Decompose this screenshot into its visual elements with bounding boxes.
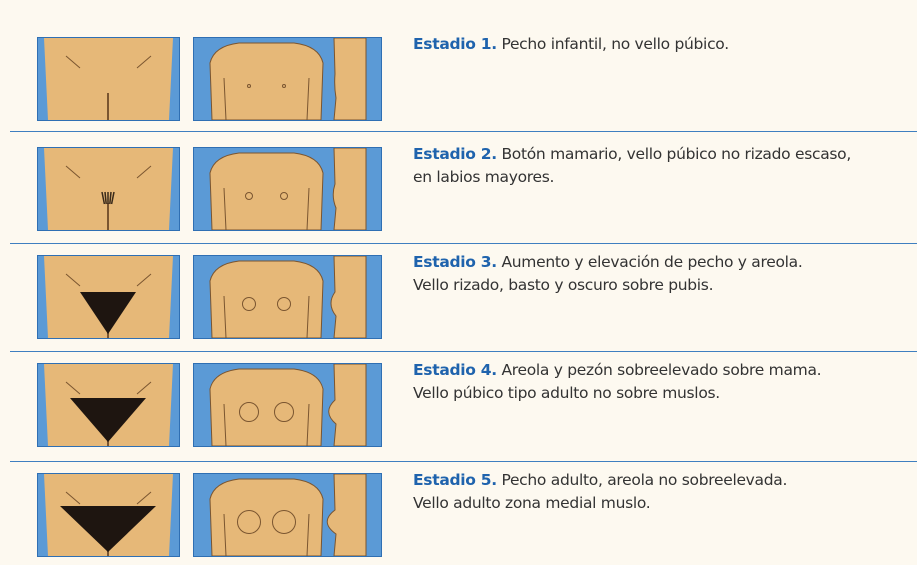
stage-label: Estadio 1. [413,35,497,53]
hair [60,506,156,552]
breast-drawing [194,37,381,121]
stage-description: en labios mayores. [413,168,555,186]
hair [70,398,146,442]
stage-description: Pecho infantil, no vello púbico. [501,35,729,53]
text-line: Estadio 4. Areola y pezón sobreelevado s… [413,359,822,382]
hair-strand [109,191,112,205]
stage-text: Estadio 1. Pecho infantil, no vello púbi… [413,33,729,56]
stage-description: Aumento y elevación de pecho y areola. [501,253,803,271]
nipple [242,297,256,311]
nipple [245,192,253,200]
torso [209,152,324,231]
skin [44,148,173,230]
pubic-drawing [38,148,179,230]
hair-strand [110,191,115,205]
stage-text: Estadio 2. Botón mamario, vello púbico n… [413,143,851,189]
nipple [272,510,296,534]
text-line: Estadio 3. Aumento y elevación de pecho … [413,251,803,274]
stage-description: Vello rizado, basto y oscuro sobre pubis… [413,276,714,294]
stage-text: Estadio 3. Aumento y elevación de pecho … [413,251,803,297]
text-line: en labios mayores. [413,166,851,189]
pubic-drawing [38,474,179,556]
profile [330,255,367,339]
groin-line [65,165,152,179]
breast-drawing [194,255,381,339]
stage-label: Estadio 5. [413,471,497,489]
stage-label: Estadio 4. [413,361,497,379]
nipple [282,84,286,88]
text-line: Estadio 5. Pecho adulto, areola no sobre… [413,469,787,492]
breast-illustration [193,363,382,447]
nipple [280,192,288,200]
pubic-drawing [38,256,179,338]
arms [223,295,310,339]
stage-description: Vello adulto zona medial muslo. [413,494,651,512]
pubic-illustration [37,37,180,121]
groin-line [65,491,152,505]
breast-illustration [193,147,382,231]
text-line: Estadio 2. Botón mamario, vello púbico n… [413,143,851,166]
stage-description: Botón mamario, vello púbico no rizado es… [501,145,851,163]
stage-description: Vello púbico tipo adulto no sobre muslos… [413,384,720,402]
torso [209,260,324,339]
separator [10,351,917,352]
stage-description: Areola y pezón sobreelevado sobre mama. [501,361,822,379]
pubic-illustration [37,147,180,231]
torso [209,368,324,447]
text-line: Vello púbico tipo adulto no sobre muslos… [413,382,821,405]
separator [10,461,917,462]
nipple [247,84,251,88]
arms [223,513,310,557]
breast-illustration [193,473,382,557]
stage-label: Estadio 2. [413,145,497,163]
stage-label: Estadio 3. [413,253,497,271]
pubic-drawing [38,38,179,120]
breast-illustration [193,37,382,121]
breast-drawing [194,147,381,231]
text-line: Vello adulto zona medial muslo. [413,492,787,515]
hair-strand [101,191,106,205]
pubic-illustration [37,255,180,339]
torso [209,42,324,121]
nipple [277,297,291,311]
stage-text: Estadio 4. Areola y pezón sobreelevado s… [413,359,822,405]
nipple [239,402,259,422]
torso [209,478,324,557]
breast-drawing [194,473,381,557]
nipple [237,510,261,534]
skin [44,38,173,120]
arms [223,403,310,447]
pubic-drawing [38,364,179,446]
stage-text: Estadio 5. Pecho adulto, areola no sobre… [413,469,787,515]
profile [333,37,367,121]
pubic-illustration [37,473,180,557]
pubic-illustration [37,363,180,447]
breast-illustration [193,255,382,339]
hair [80,292,136,334]
separator [10,243,917,244]
arms [223,187,310,231]
hair [101,191,115,205]
profile [332,147,367,231]
groin-line [65,381,152,395]
arms [223,77,310,121]
separator [10,131,917,132]
stage-description: Pecho adulto, areola no sobreelevada. [501,471,788,489]
text-line: Estadio 1. Pecho infantil, no vello púbi… [413,33,729,56]
text-line: Vello rizado, basto y oscuro sobre pubis… [413,274,802,297]
groin-line [65,273,152,287]
nipple [274,402,294,422]
hair-strand [104,191,107,205]
breast-drawing [194,363,381,447]
groin-line [65,55,152,69]
